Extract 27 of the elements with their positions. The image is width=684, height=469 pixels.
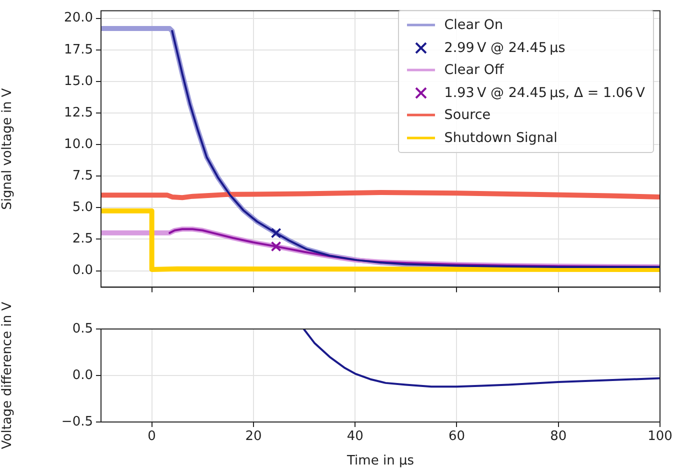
- y-tick-label: 15.0: [64, 74, 93, 89]
- y-tick-label: −0.5: [61, 414, 93, 430]
- y-axis-title: Signal voltage in V: [0, 88, 16, 210]
- x-tick-label: 80: [550, 429, 567, 444]
- legend-label: Shutdown Signal: [444, 130, 558, 146]
- legend-label: Clear On: [444, 17, 504, 34]
- x-tick-label: 100: [648, 429, 672, 444]
- legend-label: Source: [444, 107, 491, 124]
- y-tick-label: 7.5: [72, 168, 93, 184]
- y-tick-label: 5.0: [72, 200, 93, 216]
- legend-label: 2.99 V @ 24.45 µs: [444, 40, 566, 56]
- x-tick-label: 60: [448, 429, 465, 444]
- y-tick-label: 10.0: [64, 136, 93, 152]
- x-tick-label: 40: [346, 429, 364, 444]
- y-tick-label: 12.5: [64, 105, 93, 120]
- x-axis-title: Time in µs: [346, 454, 414, 469]
- y-tick-label: 2.5: [72, 232, 93, 247]
- y-axis-title: Voltage difference in V: [0, 302, 16, 450]
- y-tick-label: 0.0: [72, 368, 93, 383]
- x-tick-label: 20: [245, 429, 262, 444]
- legend-label: Clear Off: [444, 62, 504, 78]
- y-tick-label: 17.5: [64, 42, 93, 58]
- x-tick-label: 0: [148, 429, 156, 444]
- y-tick-label: 0.0: [72, 263, 93, 278]
- legend-label: 1.93 V @ 24.45 µs, Δ = 1.06 V: [444, 84, 645, 101]
- y-tick-label: 20.0: [64, 10, 93, 26]
- y-tick-label: 0.5: [72, 321, 93, 336]
